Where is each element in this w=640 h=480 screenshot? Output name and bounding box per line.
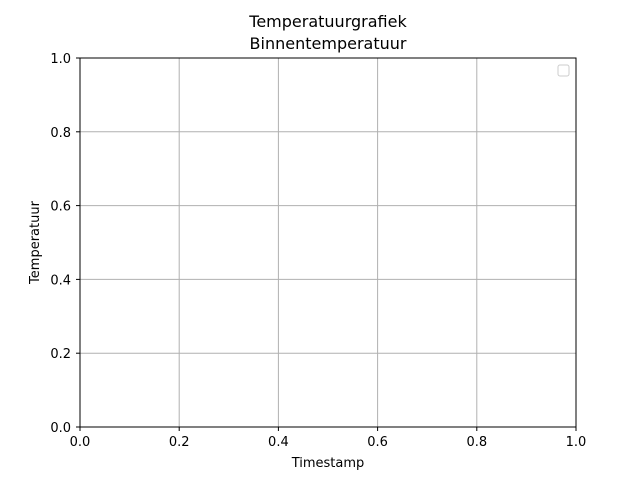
tick-marks (76, 57, 577, 431)
x-tick-label: 0.2 (169, 435, 190, 450)
grid-lines (79, 57, 577, 428)
x-tick-label: 0.0 (70, 435, 91, 450)
x-axis-label: Timestamp (291, 456, 365, 471)
legend-box (557, 64, 570, 77)
x-tick-label: 0.8 (466, 435, 487, 450)
x-tick-labels: 0.0 0.2 0.4 0.6 0.8 1.0 (70, 435, 587, 450)
y-tick-label: 1.0 (50, 52, 71, 67)
x-tick-label: 0.4 (268, 435, 289, 450)
x-tick-label: 0.6 (367, 435, 388, 450)
plot-area-frame (79, 57, 577, 428)
chart-subtitle: Binnentemperatuur (250, 34, 407, 53)
x-tick-label: 1.0 (566, 435, 587, 450)
chart-title: Temperatuurgrafiek (248, 12, 407, 31)
y-tick-label: 0.6 (50, 200, 71, 215)
y-tick-labels: 0.0 0.2 0.4 0.6 0.8 1.0 (50, 52, 71, 436)
y-tick-label: 0.8 (50, 126, 71, 141)
y-axis-label: Temperatuur (28, 200, 43, 285)
y-tick-label: 0.4 (50, 273, 71, 288)
y-tick-label: 0.2 (50, 347, 71, 362)
y-tick-label: 0.0 (50, 421, 71, 436)
